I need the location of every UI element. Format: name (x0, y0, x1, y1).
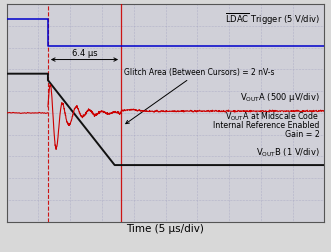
X-axis label: Time (5 μs/div): Time (5 μs/div) (126, 223, 205, 233)
Text: Gain = 2: Gain = 2 (285, 130, 320, 138)
Text: Glitch Area (Between Cursors) = 2 nV-s: Glitch Area (Between Cursors) = 2 nV-s (124, 68, 275, 124)
Text: 6.4 μs: 6.4 μs (71, 49, 97, 58)
Text: $\overline{\mathrm{LDAC}}$ Trigger (5 V/div): $\overline{\mathrm{LDAC}}$ Trigger (5 V/… (224, 12, 320, 27)
Text: V$_{\mathrm{OUT}}$A at Midscale Code: V$_{\mathrm{OUT}}$A at Midscale Code (225, 110, 320, 123)
Text: V$_{\mathrm{OUT}}$A (500 μV/div): V$_{\mathrm{OUT}}$A (500 μV/div) (240, 91, 320, 104)
Text: Internal Reference Enabled: Internal Reference Enabled (213, 121, 320, 130)
Text: V$_{\mathrm{OUT}}$B (1 V/div): V$_{\mathrm{OUT}}$B (1 V/div) (256, 146, 320, 159)
